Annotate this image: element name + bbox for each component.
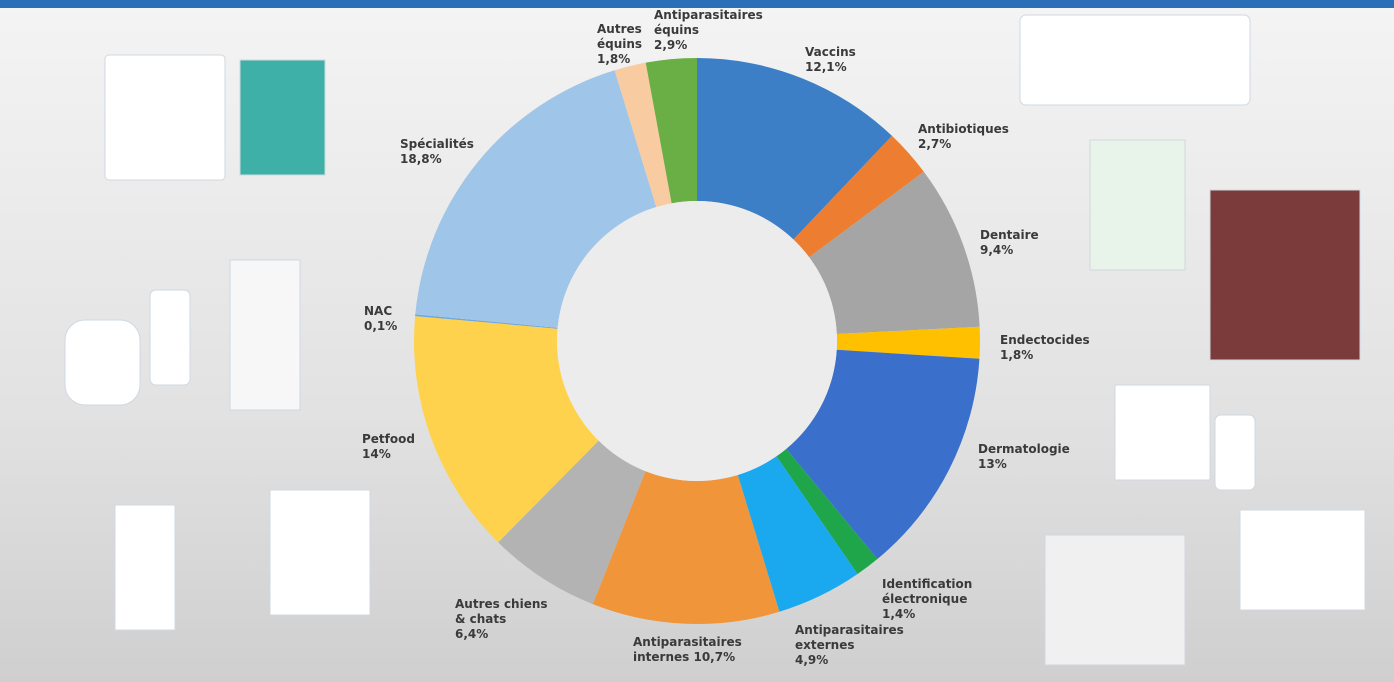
category-label: Antibiotiques	[918, 122, 1009, 136]
value-label: 1,8%	[597, 52, 631, 66]
donut-slice	[645, 58, 697, 204]
category-label: Vaccins	[805, 45, 856, 59]
category-label: Antiparasitaires équins	[654, 8, 763, 37]
value-label: 2,9%	[654, 38, 688, 52]
category-label: Antiparasitaires externes	[795, 623, 904, 652]
value-label: 18,8%	[400, 152, 442, 166]
value-label: 14%	[362, 447, 391, 461]
category-label: Spécialités	[400, 137, 474, 151]
category-label: Autres chiens & chats	[455, 597, 548, 626]
category-label: Petfood	[362, 432, 415, 446]
slice-label: Dermatologie 13%	[978, 442, 1070, 472]
donut-slice	[414, 316, 599, 543]
donut-slice	[697, 58, 893, 240]
slice-label: Autres chiens & chats 6,4%	[455, 597, 548, 642]
value-label: 13%	[978, 457, 1007, 471]
value-label: 2,7%	[918, 137, 952, 151]
donut-slice	[415, 314, 558, 329]
category-label: NAC	[364, 304, 393, 318]
donut-slice	[498, 440, 646, 605]
donut-slice	[786, 349, 980, 560]
value-label: 1,8%	[1000, 348, 1034, 362]
value-label: 0,1%	[364, 319, 398, 333]
slice-label: Antiparasitaires équins 2,9%	[654, 8, 763, 53]
slice-label: Dentaire 9,4%	[980, 228, 1039, 258]
banner	[0, 0, 1394, 8]
value-label: 10,7%	[693, 650, 736, 664]
slice-label: NAC 0,1%	[364, 304, 397, 334]
donut-slice	[415, 70, 657, 328]
category-label: Dentaire	[980, 228, 1039, 242]
category-label: Autres équins	[597, 22, 643, 51]
slice-label: Petfood 14%	[362, 432, 415, 462]
donut-slice	[809, 171, 980, 334]
slice-label: Vaccins 12,1%	[805, 45, 856, 75]
value-label: 4,9%	[795, 653, 829, 667]
slice-label: Antiparasitaires externes 4,9%	[795, 623, 904, 668]
donut-hole	[557, 201, 837, 481]
donut-slice	[737, 456, 858, 612]
category-label: Identification électronique	[882, 577, 973, 606]
slice-label: Identification électronique 1,4%	[882, 577, 972, 622]
value-label: 1,4%	[882, 607, 916, 621]
value-label: 6,4%	[455, 627, 489, 641]
category-label: Dermatologie	[978, 442, 1070, 456]
donut-slice	[592, 471, 780, 624]
slice-label: Endectocides 1,8%	[1000, 333, 1090, 363]
slice-label: Autres équins 1,8%	[597, 22, 642, 67]
slice-label: Spécialités 18,8%	[400, 137, 474, 167]
category-label: Antiparasitaires internes	[633, 635, 742, 664]
donut-slice	[776, 448, 878, 575]
category-label: Endectocides	[1000, 333, 1090, 347]
donut-slice	[793, 135, 924, 258]
value-label: 12,1%	[805, 60, 847, 74]
value-label: 9,4%	[980, 243, 1014, 257]
donut-slice	[836, 326, 981, 359]
slice-label: Antiparasitaires internes 10,7%	[633, 635, 742, 665]
product-images	[64, 14, 1366, 666]
donut-slice	[614, 62, 672, 208]
slice-label: Antibiotiques 2,7%	[918, 122, 1009, 152]
